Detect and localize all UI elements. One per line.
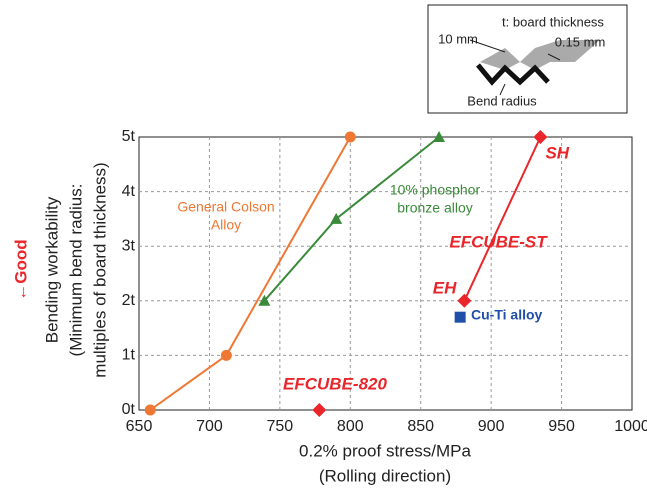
series-label: General Colson [177, 199, 274, 215]
series-label: EFCUBE-ST [449, 232, 548, 251]
y-tick-label: 0t [122, 401, 136, 418]
point [344, 131, 356, 143]
inset-text: t: board thickness [502, 14, 604, 29]
y-note: ←Good [11, 239, 30, 300]
series-label: EFCUBE-820 [283, 374, 387, 393]
inset-bend [476, 63, 550, 86]
y-tick-label: 3t [122, 237, 136, 254]
inset-arrow [469, 39, 506, 53]
plot-frame [138, 136, 633, 411]
point [258, 294, 271, 306]
x-tick-label: 700 [196, 418, 223, 435]
y-tick-label: 1t [122, 347, 136, 364]
x-tick-label: 800 [337, 418, 364, 435]
y-axis-label: multiples of board thickness) [90, 162, 109, 377]
x-axis-label: 0.2% proof stress/MPa [299, 441, 472, 460]
point-label: SH [545, 143, 569, 162]
point-label: EH [433, 278, 457, 297]
inset-text: Bend radius [467, 93, 537, 108]
x-axis-label: (Rolling direction) [319, 466, 451, 485]
series-label: Cu-Ti alloy [471, 307, 543, 323]
point [220, 349, 232, 361]
point [533, 130, 548, 144]
x-tick-label: 650 [126, 418, 153, 435]
y-tick-label: 4t [122, 183, 136, 200]
x-tick-label: 850 [407, 418, 434, 435]
inset-arrow [547, 53, 561, 61]
x-tick-label: 750 [267, 418, 294, 435]
point [330, 212, 343, 224]
point [312, 403, 327, 417]
point [457, 293, 472, 308]
x-tick-label: 900 [478, 418, 505, 435]
series-line [149, 136, 352, 411]
x-tick-label: 950 [548, 418, 575, 435]
point [433, 131, 446, 142]
inset: t: board thickness 10 mm 0.15 mm Bend ra… [427, 4, 628, 114]
series-line [263, 136, 440, 302]
x-tick-label: 1000 [614, 418, 647, 435]
inset-sheet [480, 40, 600, 70]
point [454, 311, 466, 323]
point [144, 404, 156, 416]
series-label: bronze alloy [397, 200, 473, 216]
series-line [463, 136, 542, 302]
y-axis-label: Bending workability [42, 196, 61, 343]
y-tick-label: 5t [122, 128, 136, 145]
series-label: 10% phosphor [390, 182, 481, 198]
y-tick-label: 2t [122, 292, 136, 309]
inset-arrow [499, 83, 506, 96]
inset-text: 10 mm [438, 31, 478, 46]
y-axis-label: (Minimum bend radius: [66, 184, 85, 357]
inset-text: 0.15 mm [555, 34, 606, 49]
series-label: Alloy [211, 217, 241, 233]
